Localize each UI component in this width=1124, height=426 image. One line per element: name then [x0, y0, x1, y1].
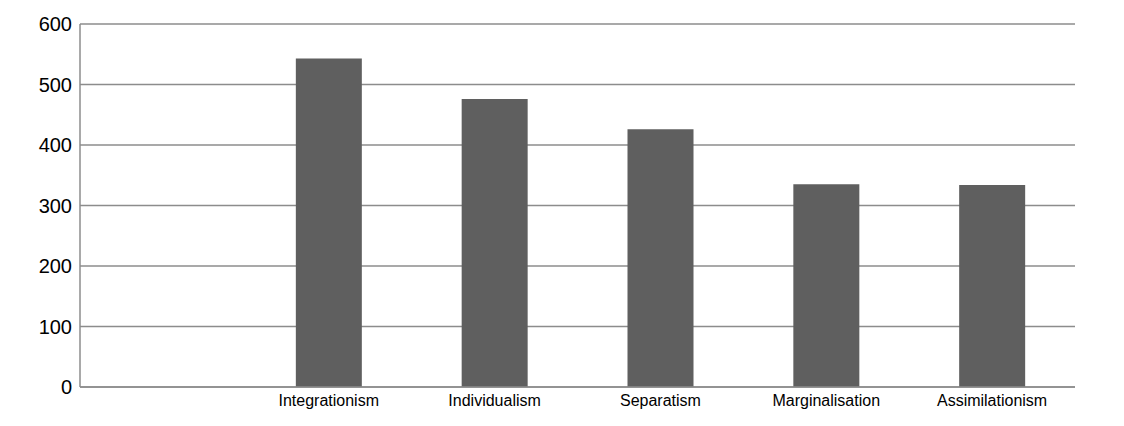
svg-text:300: 300	[39, 195, 72, 217]
svg-text:Assimilationism: Assimilationism	[937, 392, 1047, 409]
svg-text:0: 0	[61, 376, 72, 398]
svg-text:600: 600	[39, 13, 72, 35]
svg-text:Marginalisation: Marginalisation	[772, 392, 880, 409]
svg-text:100: 100	[39, 316, 72, 338]
svg-text:500: 500	[39, 74, 72, 96]
svg-text:Separatism: Separatism	[620, 392, 701, 409]
svg-text:Integrationism: Integrationism	[279, 392, 380, 409]
svg-text:400: 400	[39, 134, 72, 156]
svg-text:200: 200	[39, 255, 72, 277]
svg-text:Individualism: Individualism	[448, 392, 540, 409]
